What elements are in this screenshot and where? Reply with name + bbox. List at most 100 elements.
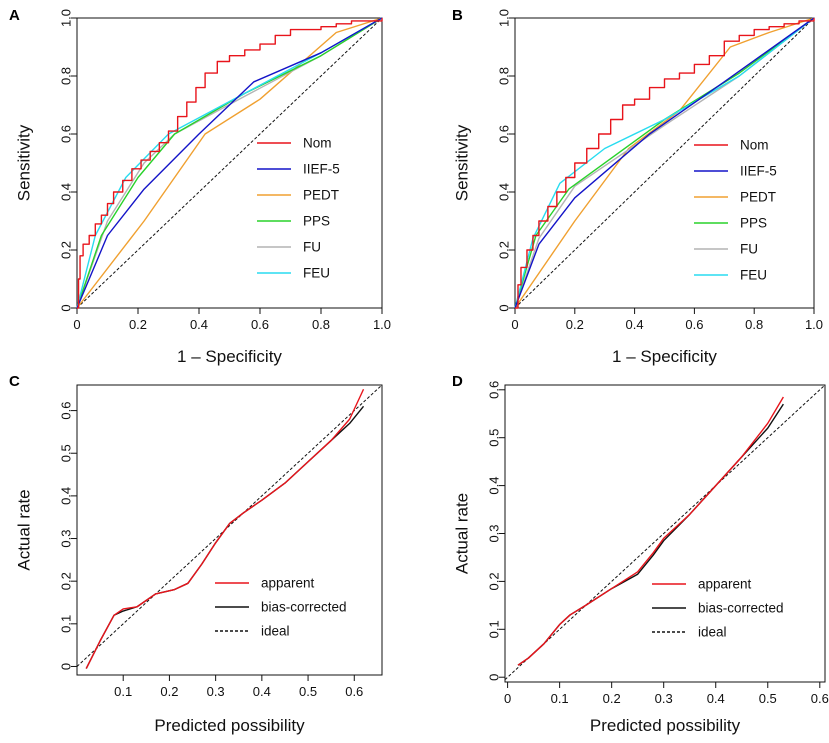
plot-frame: [504, 384, 826, 683]
x-tick-label: 0.8: [312, 317, 330, 332]
y-tick-label: 0.2: [487, 572, 502, 590]
x-tick-label: 0.6: [251, 317, 269, 332]
y-axis-title: Sensitivity: [453, 124, 472, 201]
legend-label-feu: FEU: [740, 268, 767, 283]
y-axis-title: Actual rate: [15, 489, 34, 570]
legend-label-bias-corrected: bias-corrected: [698, 601, 784, 616]
y-tick-label: 0.1: [59, 615, 74, 633]
x-tick-label: 0.5: [299, 684, 317, 699]
x-tick-label: 0.2: [603, 691, 621, 706]
legend-label-fu: FU: [303, 240, 321, 255]
y-axis-title: Actual rate: [453, 493, 472, 574]
legend-label-pedt: PEDT: [740, 190, 776, 205]
series-line-pedt: [76, 17, 383, 309]
panel-letter-c: C: [9, 373, 20, 390]
ideal-reference-line: [504, 384, 826, 680]
y-tick-label: 1.0: [497, 9, 512, 27]
y-tick-label: 0.6: [487, 381, 502, 399]
series-line-apparent: [517, 396, 784, 666]
y-tick-label: 0.4: [497, 183, 512, 201]
legend-label-nom: Nom: [740, 138, 769, 153]
legend-label-nom: Nom: [303, 136, 332, 151]
x-tick-label: 0: [73, 317, 80, 332]
y-tick-label: 0.5: [59, 444, 74, 462]
x-tick-label: 0.6: [685, 317, 703, 332]
plot-frame: [76, 384, 383, 676]
x-axis-title: 1 – Specificity: [177, 347, 282, 366]
plot-frame: [514, 17, 815, 309]
roc-chart-b: 0 0.2 0.4 0.6 0.8 1.0 0 0.2 0.4 0.6 0.8 1.0 1 – Spec…: [453, 9, 824, 366]
legend-label-pps: PPS: [740, 216, 767, 231]
legend-label-iief-5: IIEF-5: [740, 164, 777, 179]
x-tick-label: 0.4: [253, 684, 271, 699]
legend-label-iief-5: IIEF-5: [303, 162, 340, 177]
y-tick-label: 0: [59, 663, 74, 670]
y-tick-label: 0.1: [487, 620, 502, 638]
y-tick-label: 0: [497, 304, 512, 311]
y-tick-label: 1.0: [59, 9, 74, 27]
y-tick-label: 0.5: [487, 429, 502, 447]
y-tick-label: 0.6: [59, 402, 74, 420]
x-tick-label: 0.8: [745, 317, 763, 332]
x-tick-label: 0.2: [566, 317, 584, 332]
series-line-pps: [76, 17, 383, 309]
ideal-reference-line: [514, 17, 815, 309]
series-line-iief-5: [514, 17, 815, 309]
legend-label-feu: FEU: [303, 266, 330, 281]
x-tick-label: 0.3: [207, 684, 225, 699]
ideal-reference-line: [76, 384, 383, 667]
legend-label-apparent: apparent: [261, 576, 315, 591]
series-line-iief-5: [76, 17, 383, 309]
legend-label-fu: FU: [740, 242, 758, 257]
legend-label-ideal: ideal: [698, 625, 727, 640]
legend-label-apparent: apparent: [698, 577, 752, 592]
roc-chart-a: 0 0.2 0.4 0.6 0.8 1.0 0 0.2 0.4 0.6 0.8 1.0 1 – Spec…: [15, 9, 392, 366]
y-tick-label: 0.2: [59, 241, 74, 259]
panel-letter-d: D: [452, 373, 463, 390]
x-tick-label: 0: [511, 317, 518, 332]
legend-label-ideal: ideal: [261, 624, 290, 639]
x-tick-label: 0: [504, 691, 511, 706]
x-tick-label: 0.4: [707, 691, 725, 706]
x-tick-label: 0.4: [190, 317, 208, 332]
y-axis-title: Sensitivity: [15, 124, 34, 201]
calibration-chart-c: 0.1 0.2 0.3 0.4 0.5 0.6 0 0.1 0.2 0.3 0.4 0.5 0.6 Pre…: [15, 384, 383, 735]
x-tick-label: 0.3: [655, 691, 673, 706]
y-tick-label: 0.8: [497, 67, 512, 85]
plot-frame: [76, 17, 383, 309]
x-tick-label: 1.0: [805, 317, 823, 332]
calibration-chart-d: 0 0.1 0.2 0.3 0.4 0.5 0.6 0 0.1 0.2 0.3 0.4 0.5 0.6 Pr…: [453, 381, 829, 735]
legend-label-pedt: PEDT: [303, 188, 339, 203]
x-tick-label: 1.0: [373, 317, 391, 332]
series-line-apparent: [85, 388, 365, 669]
x-tick-label: 0.5: [759, 691, 777, 706]
y-tick-label: 0.3: [487, 524, 502, 542]
x-tick-label: 0.1: [114, 684, 132, 699]
x-tick-label: 0.4: [626, 317, 644, 332]
y-tick-label: 0.4: [487, 477, 502, 495]
x-axis-title: Predicted possibility: [154, 716, 305, 735]
x-tick-label: 0.2: [129, 317, 147, 332]
ideal-reference-line: [76, 17, 383, 309]
y-tick-label: 0.3: [59, 529, 74, 547]
series-line-nom: [515, 18, 815, 309]
x-axis-title: Predicted possibility: [590, 716, 741, 735]
series-line-nom: [77, 18, 383, 309]
y-tick-label: 0.6: [59, 125, 74, 143]
x-tick-label: 0.1: [551, 691, 569, 706]
x-tick-label: 0.2: [160, 684, 178, 699]
x-tick-label: 0.6: [345, 684, 363, 699]
y-tick-label: 0.2: [497, 241, 512, 259]
y-tick-label: 0: [487, 674, 502, 681]
y-tick-label: 0.6: [497, 125, 512, 143]
x-axis-title: 1 – Specificity: [612, 347, 717, 366]
y-tick-label: 0.4: [59, 183, 74, 201]
y-tick-label: 0: [59, 304, 74, 311]
x-tick-label: 0.6: [811, 691, 829, 706]
legend-label-pps: PPS: [303, 214, 330, 229]
y-tick-label: 0.8: [59, 67, 74, 85]
panel-letter-a: A: [9, 7, 20, 24]
y-tick-label: 0.2: [59, 572, 74, 590]
series-line-bias-corrected: [85, 405, 365, 669]
